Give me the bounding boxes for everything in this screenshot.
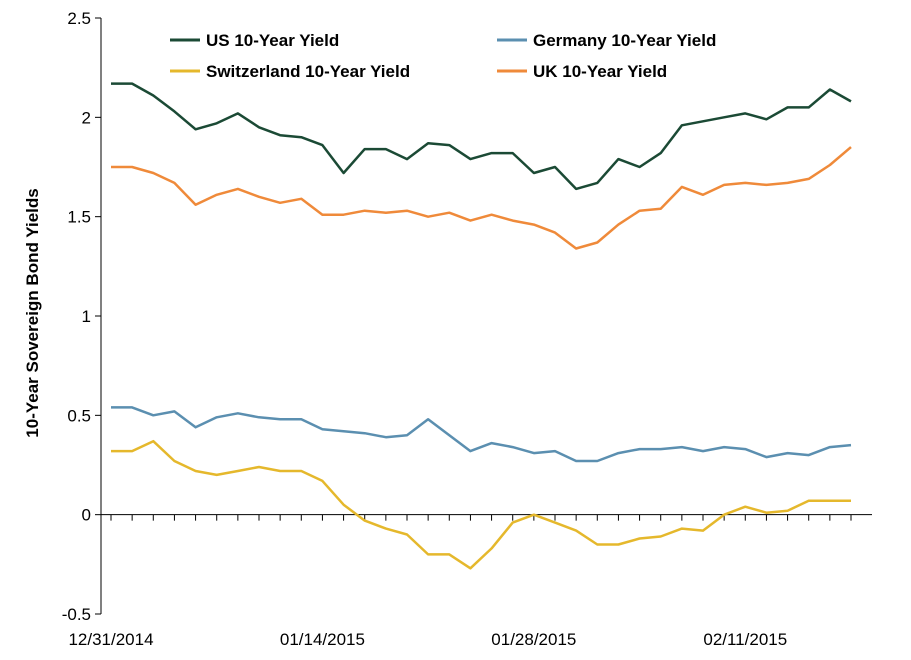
y-tick-label: 0 (82, 506, 91, 525)
axes (100, 18, 872, 614)
y-tick-label: 1.5 (67, 208, 91, 227)
y-axis-title: 10-Year Sovereign Bond Yields (23, 188, 42, 437)
x-tick-label: 01/14/2015 (280, 630, 365, 649)
series-line-germany-10-year-yield (111, 406, 852, 463)
series-line-uk-10-year-yield (111, 146, 852, 250)
y-tick-label: -0.5 (62, 605, 91, 624)
y-axis-ticks: -0.5 0 0.5 1 1.5 2 2.5 (62, 9, 101, 624)
x-tick-label: 02/11/2015 (703, 630, 787, 649)
x-tick-label: 01/28/2015 (491, 630, 576, 649)
legend: US 10-Year Yield Germany 10-Year Yield Swi… (170, 31, 716, 81)
y-tick-label: 0.5 (67, 406, 91, 425)
series-line-us-10-year-yield (111, 82, 852, 191)
legend-label: Switzerland 10-Year Yield (206, 62, 410, 81)
series-lines (111, 82, 852, 570)
x-axis-ticks: 12/31/2014 01/14/2015 01/28/2015 02/11/2015 (68, 514, 852, 649)
legend-label: Germany 10-Year Yield (533, 31, 716, 50)
series-line-switzerland-10-year-yield (111, 439, 851, 570)
x-tick-label: 12/31/2014 (68, 630, 153, 649)
y-tick-label: 2.5 (67, 9, 91, 28)
legend-label: UK 10-Year Yield (533, 62, 667, 81)
y-tick-label: 2 (82, 108, 91, 127)
legend-label: US 10-Year Yield (206, 31, 339, 50)
y-tick-label: 1 (82, 307, 91, 326)
